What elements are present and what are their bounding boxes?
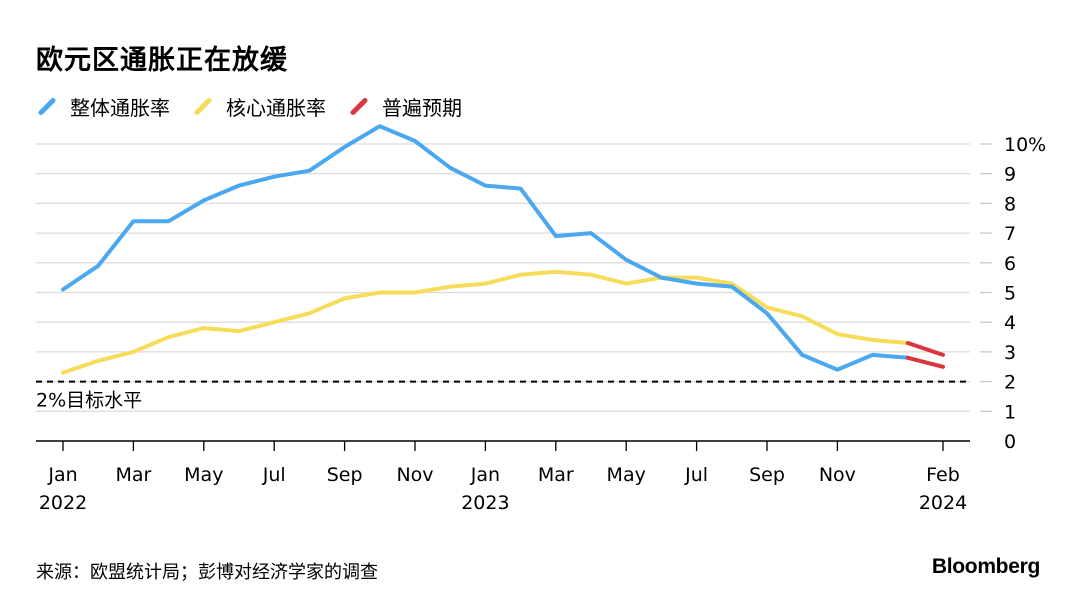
y-tick-label: 10% <box>1004 134 1046 156</box>
y-tick-label: 0 <box>1004 431 1016 453</box>
x-tick-label: Jan <box>47 464 77 486</box>
x-tick-label: Sep <box>749 464 785 486</box>
x-tick-label: Feb <box>926 464 960 486</box>
legend-label-forecast: 普遍预期 <box>382 96 462 120</box>
x-tick-label: Jul <box>262 464 286 486</box>
line-chart: 0 1 2 3 4 5 6 7 8 9 10% Jan 2022 Mar May Jul Sep Nov Jan 20… <box>36 124 1046 514</box>
forecast-segment-2 <box>905 341 945 357</box>
x-tick-label: Mar <box>538 464 574 486</box>
y-tick-label: 9 <box>1004 164 1016 186</box>
forecast-segment-1 <box>905 355 945 369</box>
y-tick-label: 1 <box>1004 401 1016 423</box>
headline-inflation-line <box>61 124 910 372</box>
x-tick-label: Nov <box>396 464 433 486</box>
chart-title: 欧元区通胀正在放缓 <box>36 45 288 76</box>
legend-item-headline: 整体通胀率 <box>36 92 170 121</box>
source-note: 来源：欧盟统计局；彭博对经济学家的调查 <box>36 562 378 583</box>
y-tick-label: 5 <box>1004 283 1016 305</box>
legend-label-core: 核心通胀率 <box>226 96 326 120</box>
y-tick-label: 8 <box>1004 193 1016 215</box>
legend-item-forecast: 普遍预期 <box>348 92 462 121</box>
legend-item-core: 核心通胀率 <box>192 92 326 121</box>
x-tick-label: Mar <box>115 464 151 486</box>
legend-label-headline: 整体通胀率 <box>70 96 170 120</box>
x-tick-label: Nov <box>819 464 856 486</box>
y-tick-label: 6 <box>1004 253 1016 275</box>
x-tick-label: May <box>184 464 223 486</box>
x-tick-label: Jan <box>470 464 500 486</box>
y-tick-label: 3 <box>1004 342 1016 364</box>
x-tick-label: May <box>607 464 646 486</box>
y-tick-label: 7 <box>1004 223 1016 245</box>
core-inflation-line <box>61 269 910 375</box>
x-tick-label: Jul <box>684 464 708 486</box>
x-tick-label: Sep <box>327 464 363 486</box>
legend: 整体通胀率 核心通胀率 普遍预期 <box>36 92 484 121</box>
x-year-label: 2022 <box>39 492 87 514</box>
y-tick-label: 2 <box>1004 372 1016 394</box>
x-year-label: 2024 <box>919 492 967 514</box>
y-tick-label: 4 <box>1004 312 1016 334</box>
target-reference-label: 2%目标水平 <box>36 390 142 412</box>
brand-logo: Bloomberg <box>931 555 1040 578</box>
x-year-label: 2023 <box>461 492 509 514</box>
